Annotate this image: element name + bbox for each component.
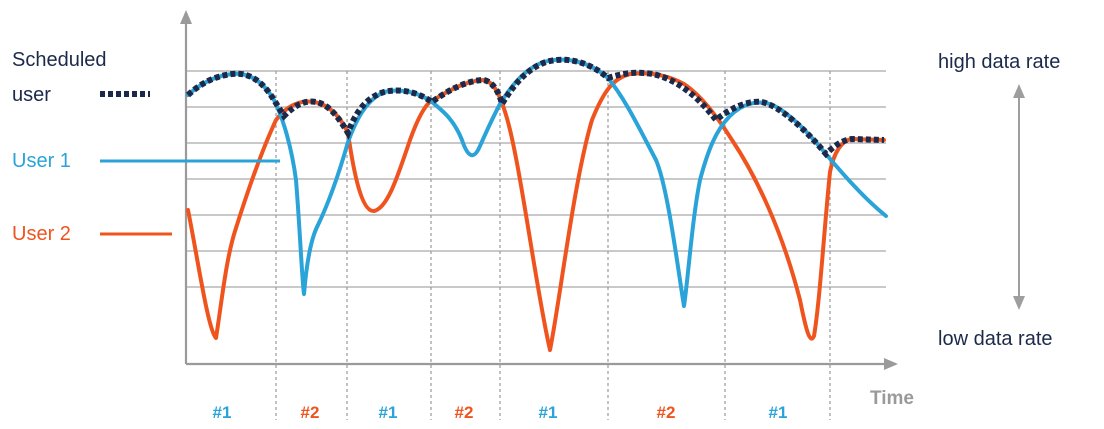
slot-label-7: #1 — [769, 403, 788, 422]
time-axis-label: Time — [870, 388, 914, 409]
high-data-rate-label: high data rate — [938, 51, 1060, 73]
arrow-down-icon — [1013, 296, 1025, 310]
data-rate-indicator: high data rate low data rate — [938, 51, 1060, 350]
slot-label-6: #2 — [657, 403, 676, 422]
slot-label-3: #1 — [379, 403, 398, 422]
slot-label-5: #1 — [539, 403, 558, 422]
grid-lines — [186, 70, 886, 288]
axes — [180, 10, 898, 370]
scheduled-user-curve — [185, 56, 885, 159]
legend-scheduled-line1: Scheduled — [12, 49, 107, 71]
slot-label-1: #1 — [213, 403, 232, 422]
user1-curve — [186, 57, 888, 308]
slot-label-2: #2 — [301, 403, 320, 422]
legend-scheduled-line2: user — [12, 84, 51, 106]
user2-curve — [186, 71, 886, 352]
arrow-up-icon — [1013, 84, 1025, 98]
slot-label-4: #2 — [455, 403, 474, 422]
slot-labels: #1 #2 #1 #2 #1 #2 #1 — [213, 403, 788, 422]
low-data-rate-label: low data rate — [938, 328, 1053, 350]
legend-user2-label: User 2 — [12, 223, 71, 245]
slot-dividers — [275, 71, 831, 420]
legend-user1-label: User 1 — [12, 150, 71, 172]
legend: Scheduled user User 1 User 2 — [12, 49, 280, 245]
